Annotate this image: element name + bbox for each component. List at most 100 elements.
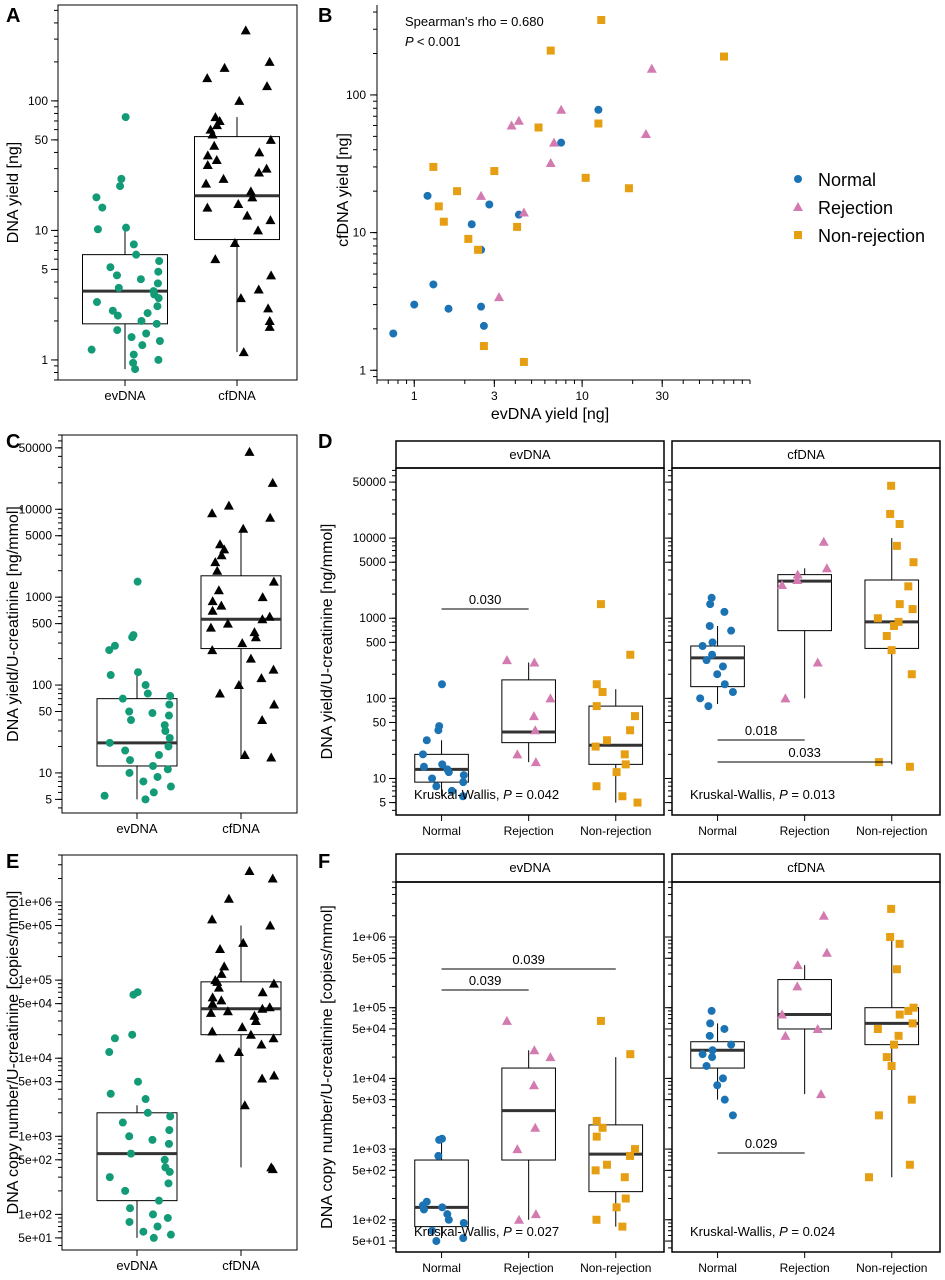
data-point — [269, 699, 280, 709]
data-point — [698, 1050, 707, 1059]
data-point — [708, 1046, 717, 1055]
data-point — [257, 614, 268, 624]
data-point — [164, 742, 173, 751]
y-axis-label: cfDNA yield [ng] — [335, 133, 352, 247]
data-point — [476, 190, 487, 200]
data-point — [125, 768, 134, 777]
y-tick-label: 1e+05 — [18, 973, 52, 987]
data-point — [165, 733, 174, 742]
kruskal-wallis-label: Kruskal-Wallis, P = 0.013 — [690, 787, 835, 802]
data-point — [618, 792, 627, 801]
data-point — [93, 225, 102, 234]
data-point — [727, 626, 736, 635]
p-value-annotation: P < 0.001 — [405, 34, 461, 49]
y-tick-label: 5e+02 — [18, 1153, 52, 1167]
data-point — [890, 621, 899, 630]
data-point — [905, 762, 914, 771]
data-point — [263, 303, 274, 313]
data-point — [126, 756, 135, 765]
data-point — [155, 337, 164, 346]
data-point — [530, 1209, 541, 1219]
data-point — [218, 173, 229, 183]
data-point — [210, 112, 221, 122]
data-point — [265, 512, 276, 522]
data-point — [429, 162, 438, 171]
panel-letter-b: B — [318, 5, 332, 27]
data-point — [513, 115, 524, 125]
data-point — [432, 782, 441, 791]
data-point — [213, 585, 224, 595]
data-point — [205, 1007, 216, 1017]
x-tick-label: Rejection — [780, 1261, 830, 1275]
y-tick-label: 10 — [373, 771, 387, 785]
box — [96, 1112, 178, 1202]
y-tick-label: 10 — [39, 766, 53, 780]
p-letter: P — [405, 34, 417, 49]
y-tick-label: 5 — [41, 262, 48, 276]
data-point — [518, 207, 529, 217]
data-point — [202, 202, 213, 212]
data-point — [890, 1040, 899, 1049]
y-tick-label: 1e+06 — [352, 930, 386, 944]
data-point — [267, 477, 278, 487]
data-point — [780, 1030, 791, 1040]
data-point — [233, 1047, 244, 1057]
data-point — [620, 1173, 629, 1182]
y-tick-label: 10 — [35, 223, 49, 237]
data-point — [519, 357, 528, 366]
data-point — [706, 600, 715, 609]
kruskal-part: Kruskal-Wallis, — [690, 1224, 779, 1239]
box — [96, 698, 178, 767]
data-point — [777, 579, 788, 589]
data-point — [591, 742, 600, 751]
y-tick-label: 50 — [373, 715, 387, 729]
y-tick-label: 100 — [32, 678, 52, 692]
data-point — [242, 210, 253, 220]
data-point — [528, 1080, 539, 1090]
data-point — [265, 920, 276, 930]
data-point — [713, 670, 722, 679]
legend-label-rejection: Rejection — [818, 198, 893, 218]
data-point — [202, 159, 213, 169]
data-point — [592, 1215, 601, 1224]
data-point — [216, 600, 227, 610]
data-point — [141, 1095, 150, 1104]
data-point — [165, 700, 174, 709]
data-point — [201, 178, 212, 188]
data-point — [865, 1173, 874, 1182]
panel-letter-a: A — [6, 5, 20, 27]
data-point — [267, 873, 278, 883]
data-point — [210, 254, 221, 264]
data-point — [268, 576, 279, 586]
box — [690, 645, 745, 688]
data-point — [708, 638, 717, 647]
x-tick-label: Normal — [422, 824, 461, 838]
x-axis-label: evDNA yield [ng] — [491, 406, 609, 423]
data-point — [459, 771, 468, 780]
data-point — [485, 200, 494, 209]
y-tick-label: 1000 — [25, 590, 52, 604]
data-point — [534, 123, 543, 132]
data-point — [216, 995, 227, 1005]
data-point — [453, 187, 462, 196]
data-point — [874, 1111, 883, 1120]
data-point — [598, 1123, 607, 1132]
data-point — [213, 982, 224, 992]
data-point — [528, 711, 539, 721]
x-tick-label: cfDNA — [222, 1258, 260, 1273]
data-point — [909, 1003, 918, 1012]
data-point — [596, 600, 605, 609]
data-point — [132, 250, 141, 259]
data-point — [546, 46, 555, 55]
significance-label: 0.039 — [512, 952, 545, 967]
data-point — [235, 293, 246, 303]
data-point — [257, 1073, 268, 1083]
data-point — [265, 134, 276, 144]
data-point — [626, 1050, 635, 1059]
panel-letter-e: E — [6, 851, 19, 873]
data-point — [444, 1215, 453, 1224]
data-point — [113, 326, 122, 335]
data-point — [257, 715, 268, 725]
data-point — [153, 302, 162, 311]
